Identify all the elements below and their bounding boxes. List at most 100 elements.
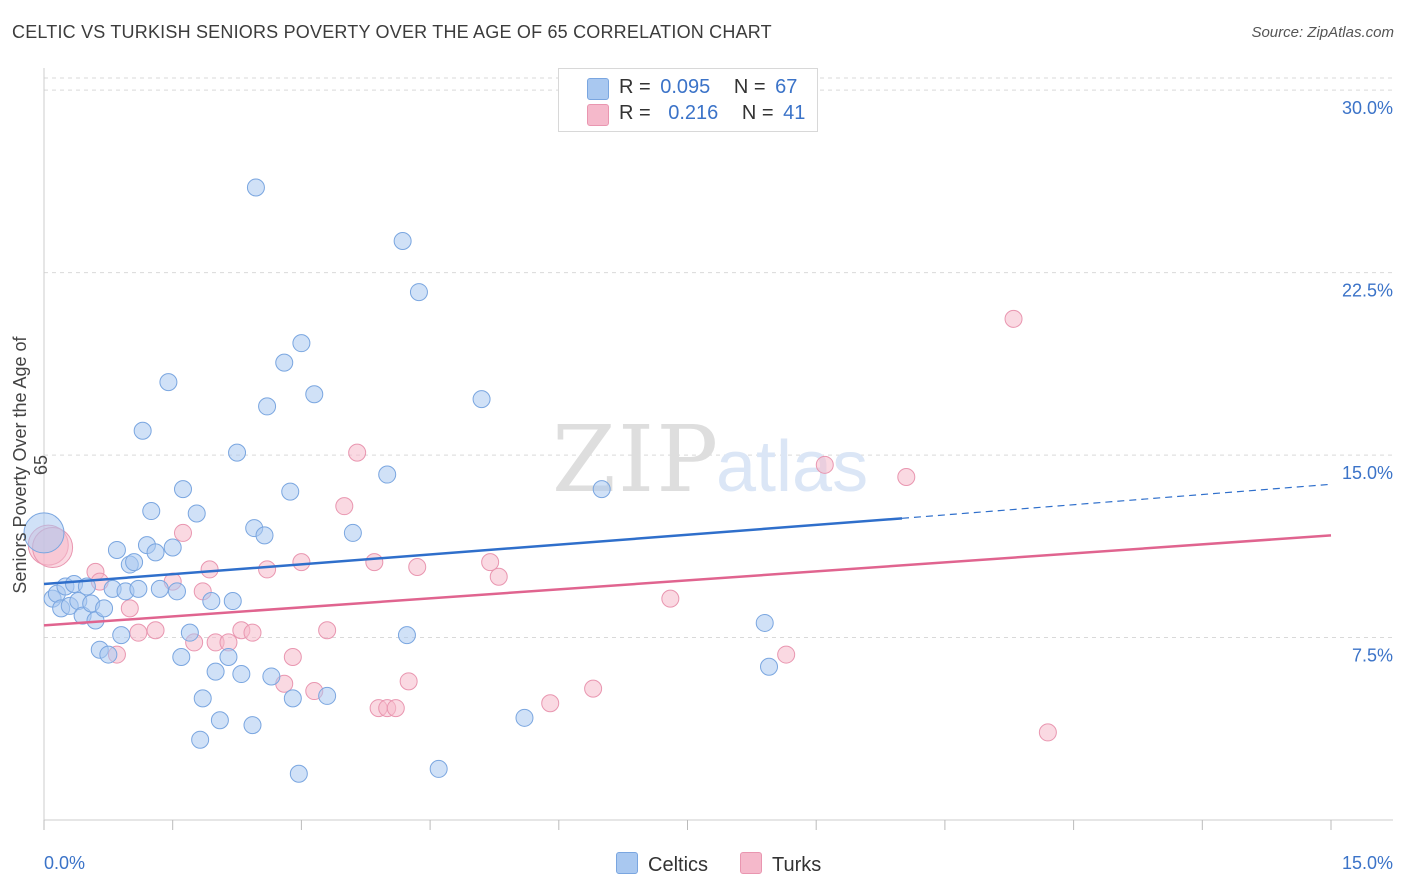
celtics-point	[133, 421, 152, 440]
turks-point	[897, 467, 916, 486]
celtics-point	[289, 764, 308, 783]
bottom-legend-turks[interactable]: Turks	[740, 852, 821, 877]
celtics-point	[592, 480, 611, 499]
turks-swatch	[740, 852, 762, 874]
turks-point	[1004, 309, 1023, 328]
legend-r-value-celtics: 0.095	[660, 76, 711, 98]
celtics-point	[206, 662, 225, 681]
turks-label: Turks	[772, 854, 822, 876]
turks-point	[661, 589, 680, 608]
source-label: Source: ZipAtlas.com	[1251, 24, 1394, 41]
grid	[44, 77, 1393, 639]
turks-point	[348, 443, 367, 462]
celtics-point	[146, 543, 165, 562]
y-tick-label: 30.0%	[1342, 98, 1393, 118]
celtics-point	[223, 592, 242, 611]
turks-point	[146, 621, 165, 640]
celtics-point	[262, 667, 281, 686]
turks-point	[815, 455, 834, 474]
axes	[43, 68, 1393, 830]
celtics-swatch	[616, 852, 638, 874]
celtics-point	[343, 523, 362, 542]
turks-point	[489, 567, 508, 586]
celtics-point	[281, 482, 300, 501]
celtics-point	[219, 648, 238, 667]
celtics-point	[258, 397, 277, 416]
trend-lines	[43, 483, 1332, 627]
turks-point	[200, 560, 219, 579]
legend-n-label: N =	[741, 102, 774, 124]
celtics-point	[228, 443, 247, 462]
turks-point	[120, 599, 139, 618]
turks-swatch	[587, 104, 609, 126]
legend-r-label: R =	[619, 76, 651, 98]
celtics-point	[429, 759, 448, 778]
turks-point	[335, 497, 354, 516]
celtics-point	[246, 178, 265, 197]
bottom-legend-celtics[interactable]: Celtics	[616, 852, 708, 877]
turks-trend-line	[43, 534, 1332, 627]
turks-point	[283, 648, 302, 667]
celtics-point	[318, 686, 337, 705]
celtics-point	[142, 502, 161, 521]
celtics-point	[397, 626, 416, 645]
y-axis-label: Seniors Poverty Over the Age of 65	[10, 336, 51, 594]
turks-point	[173, 523, 192, 542]
watermark: ZIP atlas	[552, 406, 868, 513]
celtics-point	[23, 512, 65, 554]
celtics-point	[187, 504, 206, 523]
celtics-point	[180, 623, 199, 642]
celtics-points	[23, 178, 779, 783]
watermark-zip: ZIP	[552, 406, 720, 513]
turks-point	[386, 699, 405, 718]
y-tick-label: 22.5%	[1342, 281, 1393, 301]
turks-point	[541, 694, 560, 713]
turks-point	[777, 645, 796, 664]
turks-point	[129, 623, 148, 642]
x-tick-label: 15.0%	[1342, 853, 1393, 873]
turks-points	[27, 309, 1057, 742]
turks-point	[365, 553, 384, 572]
celtics-point	[112, 626, 131, 645]
turks-point	[408, 557, 427, 576]
turks-point	[318, 621, 337, 640]
turks-point	[292, 553, 311, 572]
celtics-point	[95, 599, 114, 618]
celtics-label: Celtics	[648, 854, 709, 876]
y-tick-label: 15.0%	[1342, 463, 1393, 483]
celtics-point	[515, 708, 534, 727]
turks-point	[399, 672, 418, 691]
legend-n-value-celtics: 67	[775, 76, 798, 98]
x-tick-label: 0.0%	[44, 853, 85, 873]
legend-r-value-turks: 0.216	[668, 102, 719, 124]
celtics-point	[243, 716, 262, 735]
celtics-point	[755, 613, 774, 632]
legend-n-value-turks: 41	[783, 102, 806, 124]
celtics-swatch	[587, 78, 609, 100]
turks-point	[243, 623, 262, 642]
celtics-point	[99, 645, 118, 664]
legend-n-label: N =	[733, 76, 766, 98]
celtics-point	[378, 465, 397, 484]
celtics-point	[202, 592, 221, 611]
celtics-point	[210, 711, 229, 730]
watermark-atlas: atlas	[716, 427, 868, 507]
celtics-point	[283, 689, 302, 708]
correlation-legend: R = 0.095 N = 67 R = 0.216 N = 41	[558, 68, 818, 132]
celtics-point	[292, 334, 311, 353]
celtics-point	[232, 665, 251, 684]
celtics-point	[129, 579, 148, 598]
celtics-point	[409, 283, 428, 302]
celtics-point	[193, 689, 212, 708]
celtics-point	[125, 553, 144, 572]
celtics-point	[163, 538, 182, 557]
celtics-point	[167, 582, 186, 601]
turks-point	[481, 553, 500, 572]
celtics-point	[191, 730, 210, 749]
celtics-point	[760, 657, 779, 676]
celtics-point	[150, 579, 169, 598]
turks-point	[584, 679, 603, 698]
celtics-point	[159, 373, 178, 392]
legend-r-label: R =	[619, 102, 651, 124]
